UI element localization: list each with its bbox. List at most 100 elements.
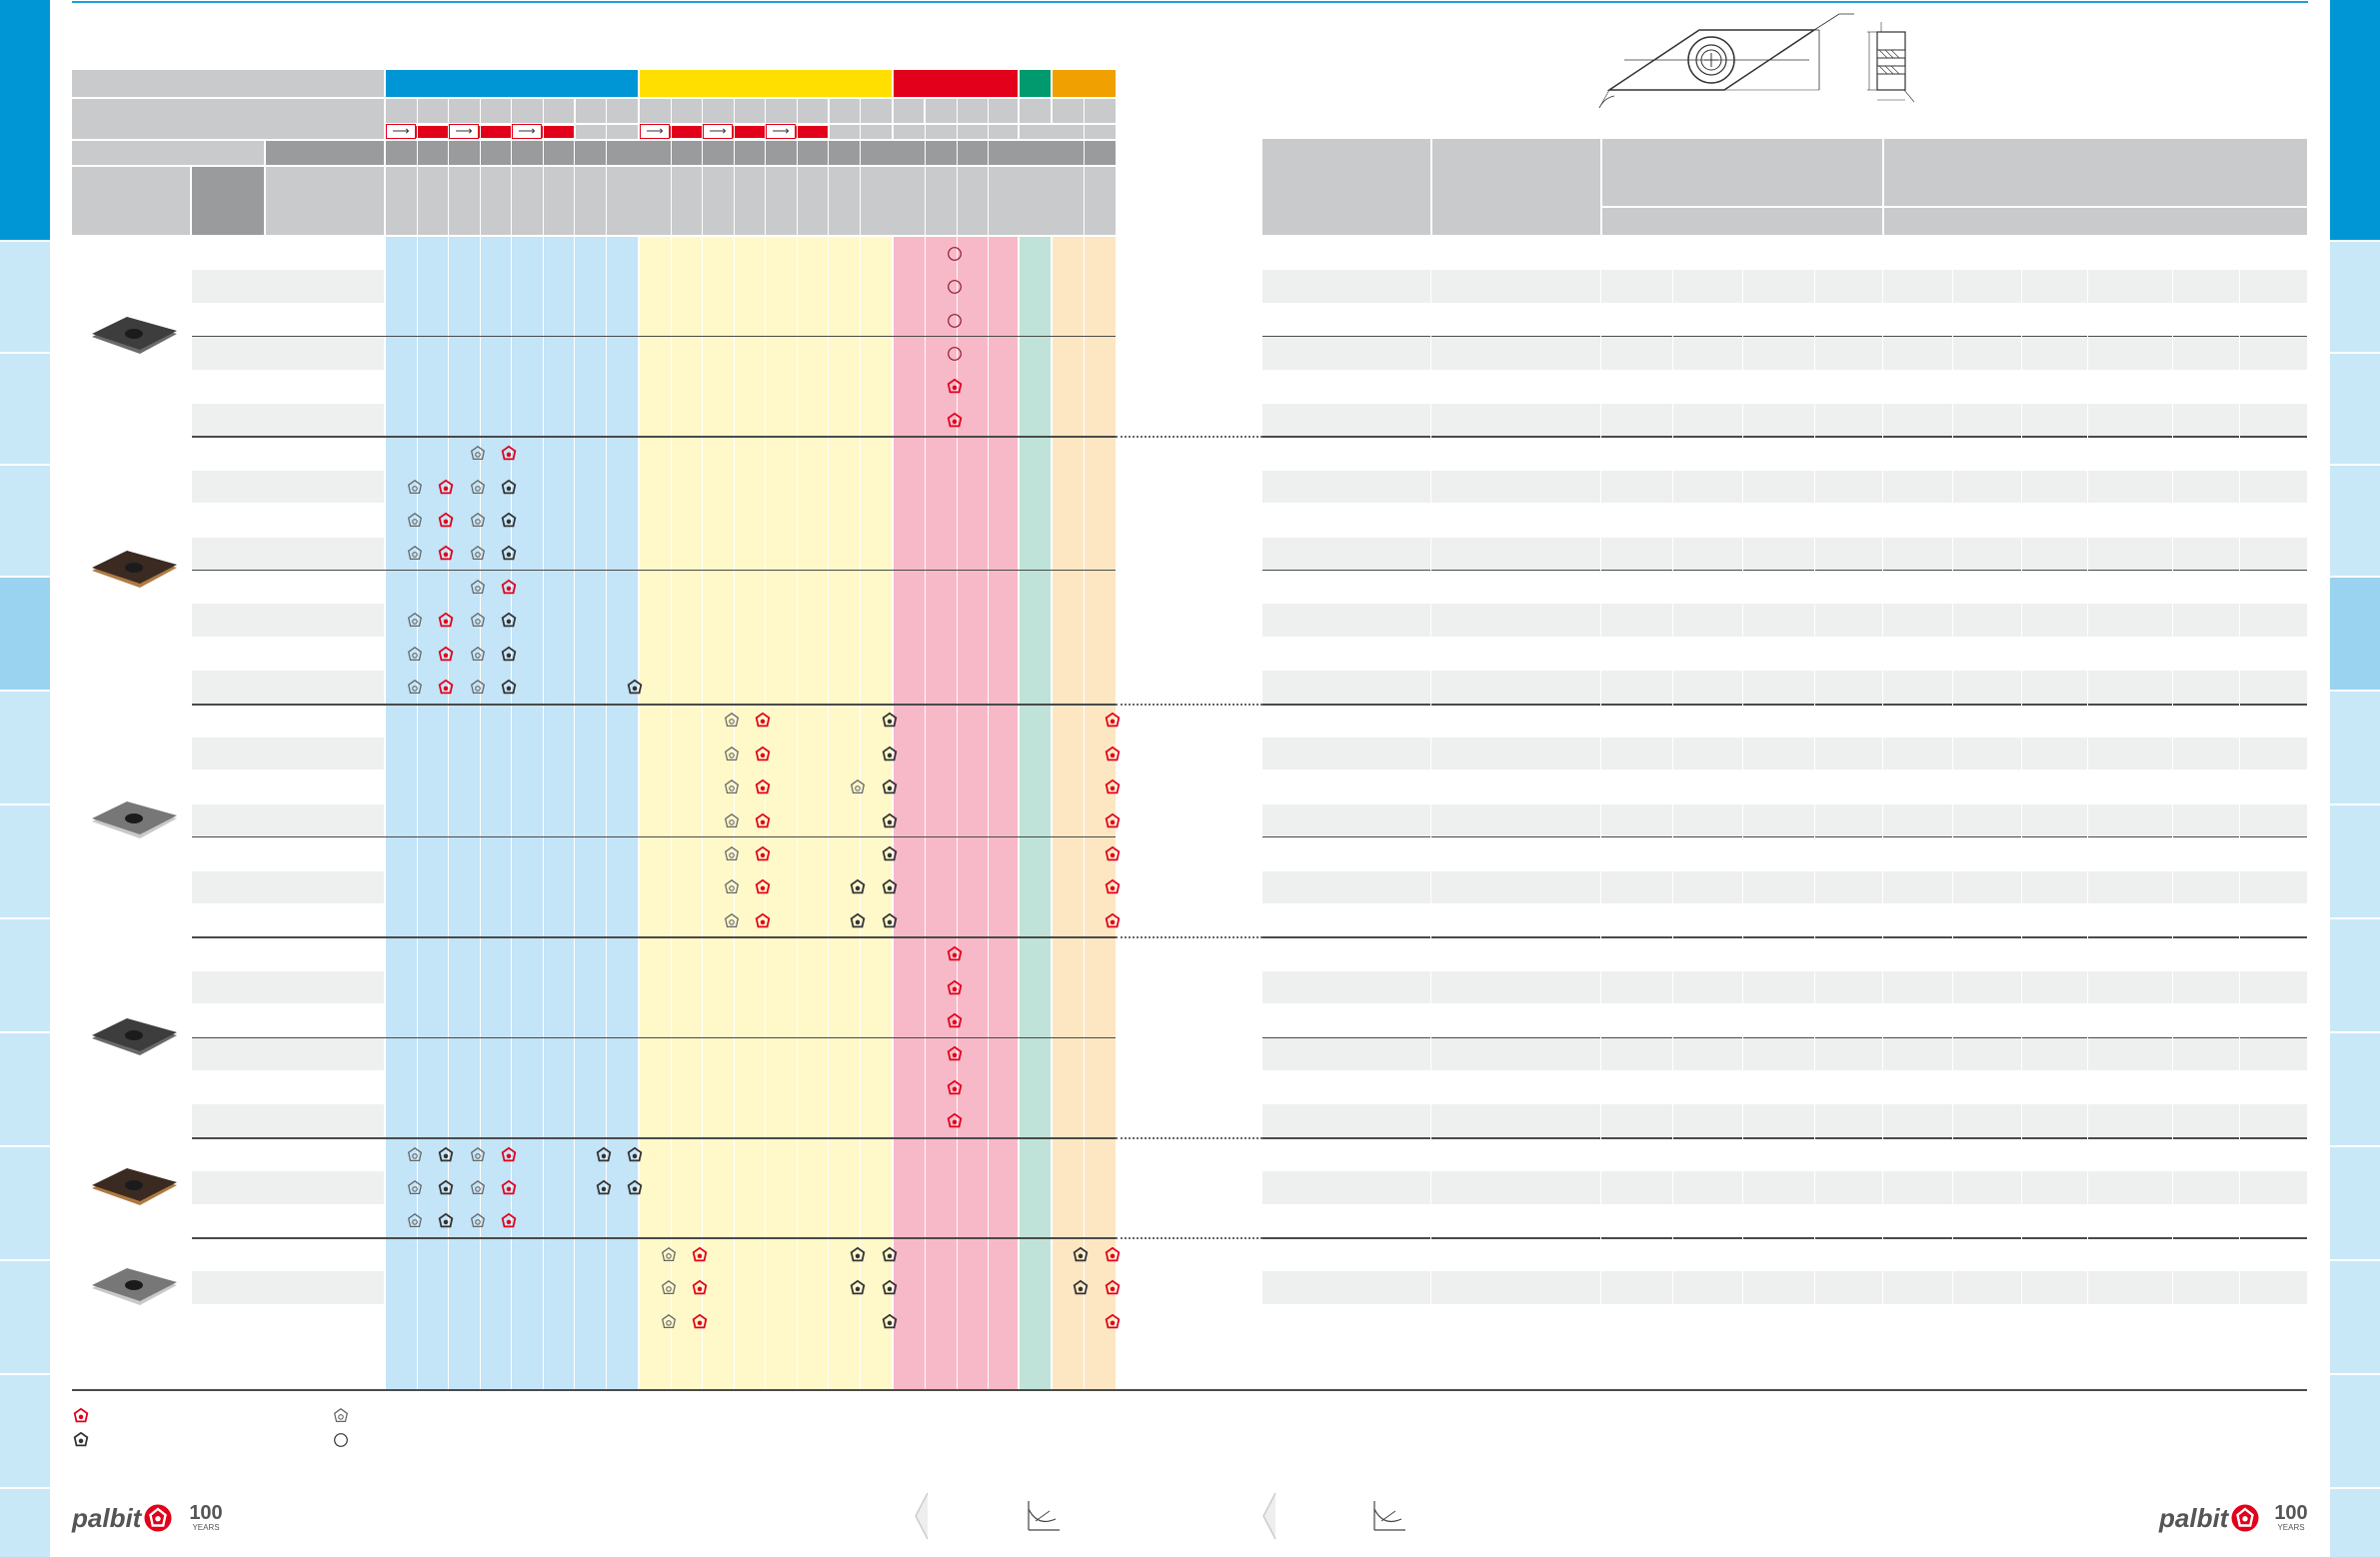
- palbit-red-icon: [946, 1079, 964, 1097]
- column-separator: [417, 99, 418, 1390]
- palbit-red-icon: [437, 479, 455, 497]
- palbit-red-icon: [946, 945, 964, 963]
- side-tab-left-1[interactable]: [0, 0, 50, 240]
- anniversary-badge-left: 100 YEARS: [184, 1503, 228, 1533]
- side-tab-right-1[interactable]: [2330, 0, 2380, 240]
- palbit-red-icon: [1104, 746, 1122, 764]
- cutting-chart-icon[interactable]: [1026, 1499, 1062, 1533]
- side-tab-right-6[interactable]: [2330, 692, 2380, 803]
- table-row-stripe: [192, 1104, 384, 1137]
- palbit-red-icon: [1104, 1279, 1122, 1297]
- table-row-stripe: [192, 604, 384, 637]
- right-table-row-stripe: [1262, 404, 2307, 437]
- palbit-red-icon: [500, 1212, 518, 1230]
- right-column-separator: [1882, 237, 1883, 1390]
- right-header-col4-bottom: [1884, 208, 2307, 235]
- right-table-row-stripe: [1262, 537, 2307, 570]
- subgroup-separator: [192, 570, 1116, 571]
- group-separator: [192, 936, 1116, 939]
- palbit-dark-icon: [849, 1279, 867, 1297]
- side-tab-right-12[interactable]: [2330, 1375, 2380, 1487]
- zone-P: [386, 237, 638, 1390]
- side-tab-right-2[interactable]: [2330, 242, 2380, 352]
- arrow-right-icon: ⟶: [772, 124, 790, 138]
- right-column-separator: [2087, 237, 2088, 1390]
- palbit-dark-icon: [626, 679, 644, 697]
- right-header-col1: [1262, 139, 1430, 235]
- right-subgroup-separator: [1262, 1036, 2307, 1038]
- side-tab-left-7[interactable]: [0, 805, 50, 917]
- side-tab-left-13[interactable]: [0, 1489, 50, 1557]
- header-row3-label: [72, 141, 264, 165]
- side-tab-left-8[interactable]: [0, 919, 50, 1031]
- right-table-row-stripe: [1262, 870, 2307, 903]
- palbit-dark-icon: [1072, 1279, 1090, 1297]
- side-tab-right-4[interactable]: [2330, 466, 2380, 576]
- column-separator: [574, 99, 575, 1390]
- side-tab-right-13[interactable]: [2330, 1489, 2380, 1557]
- palbit-dark-icon: [437, 1179, 455, 1197]
- palbit-red-icon: [946, 378, 964, 396]
- side-tab-left-11[interactable]: [0, 1261, 50, 1373]
- side-tab-left-3[interactable]: [0, 354, 50, 464]
- group-separator: [192, 1237, 1116, 1239]
- header-title-cell: [72, 70, 384, 97]
- palbit-dark-icon: [881, 812, 899, 830]
- side-tab-right-7[interactable]: [2330, 805, 2380, 917]
- side-tab-left-9[interactable]: [0, 1033, 50, 1145]
- palbit-light-icon: [406, 1212, 424, 1230]
- palbit-light-icon: [406, 545, 424, 563]
- palbit-light-icon: [469, 479, 487, 497]
- page-back-tab-icon-2[interactable]: [1261, 1491, 1277, 1541]
- palbit-red-icon: [1104, 712, 1122, 730]
- column-separator: [860, 99, 861, 1390]
- palbit-red-icon: [754, 746, 772, 764]
- side-tab-left-4[interactable]: [0, 466, 50, 576]
- column-separator: [1084, 99, 1085, 1390]
- circle-outline-icon: [946, 312, 964, 330]
- palbit-dark-icon: [881, 1279, 899, 1297]
- palbit-dark-icon: [500, 679, 518, 697]
- palbit-light-icon: [723, 778, 741, 796]
- palbit-red-icon: [754, 712, 772, 730]
- anniversary-label: YEARS: [192, 1523, 220, 1532]
- side-tab-left-5[interactable]: [0, 578, 50, 690]
- palbit-dark-icon: [73, 1431, 89, 1447]
- palbit-red-icon: [691, 1313, 709, 1331]
- right-table-row-stripe: [1262, 470, 2307, 504]
- side-tab-right-9[interactable]: [2330, 1033, 2380, 1145]
- side-tab-right-8[interactable]: [2330, 919, 2380, 1031]
- right-table-row-stripe: [1262, 1037, 2307, 1070]
- side-tab-left-10[interactable]: [0, 1147, 50, 1259]
- palbit-light-icon: [406, 1146, 424, 1164]
- circle-outline-icon: [946, 345, 964, 363]
- arrow-right-icon: ⟶: [646, 124, 664, 138]
- palbit-dark-icon: [1072, 1246, 1090, 1264]
- column-separator: [925, 99, 926, 1390]
- side-tab-left-12[interactable]: [0, 1375, 50, 1487]
- palbit-dark-icon: [437, 1146, 455, 1164]
- subgroup-separator: [192, 336, 1116, 338]
- palbit-light-icon: [469, 1212, 487, 1230]
- right-column-separator: [1814, 237, 1815, 1390]
- arrow-box-M2: ⟶: [703, 124, 733, 139]
- side-tab-left-2[interactable]: [0, 242, 50, 352]
- side-tab-right-5[interactable]: [2330, 578, 2380, 690]
- zone-K: [894, 237, 1018, 1390]
- palbit-dark-icon: [626, 1146, 644, 1164]
- side-tab-left-6[interactable]: [0, 692, 50, 803]
- right-subgroup-separator: [1262, 570, 2307, 571]
- palbit-light-icon: [469, 445, 487, 463]
- header-row2-N: [1020, 99, 1051, 123]
- column-separator: [543, 99, 544, 1390]
- palbit-dark-icon: [626, 1179, 644, 1197]
- side-tab-right-3[interactable]: [2330, 354, 2380, 464]
- table-row-stripe: [192, 671, 384, 704]
- palbit-dark-icon: [881, 1313, 899, 1331]
- side-tab-right-10[interactable]: [2330, 1147, 2380, 1259]
- page-back-tab-icon[interactable]: [914, 1491, 930, 1541]
- side-tab-right-11[interactable]: [2330, 1261, 2380, 1373]
- palbit-light-icon: [723, 912, 741, 930]
- palbit-red-icon: [1104, 812, 1122, 830]
- cutting-chart-icon-2[interactable]: [1371, 1499, 1407, 1533]
